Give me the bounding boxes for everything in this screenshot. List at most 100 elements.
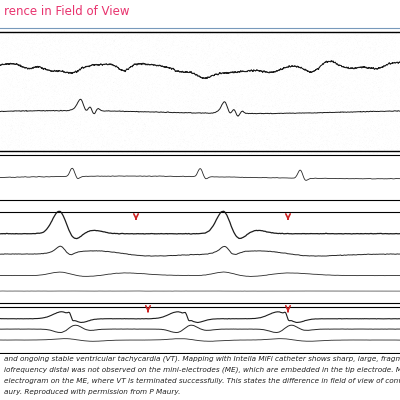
Point (364, 143, 370, 150)
Point (392, 76, 398, 82)
Point (130, 66, 137, 73)
Point (19, 37, 26, 43)
Point (195, 88, 201, 94)
Point (387, 46, 394, 52)
Point (323, 132, 330, 139)
Point (328, 104, 334, 111)
Point (235, 124, 242, 130)
Point (206, 89, 212, 95)
Point (212, 60, 219, 67)
Point (99, 33, 106, 39)
Point (180, 56, 186, 62)
Point (145, 135, 152, 141)
Point (338, 40, 344, 46)
Point (2, 137, 8, 144)
Point (220, 86, 226, 93)
Point (374, 88, 381, 95)
Point (326, 138, 332, 144)
Point (371, 47, 378, 53)
Point (326, 79, 332, 85)
Point (282, 78, 289, 84)
Point (243, 48, 249, 55)
Point (244, 40, 250, 46)
Point (85, 37, 92, 43)
Point (77, 79, 83, 86)
Point (163, 60, 169, 66)
Point (68, 42, 74, 49)
Point (136, 31, 142, 38)
Point (77, 57, 83, 63)
Point (8, 106, 15, 112)
Point (32, 35, 39, 42)
Point (104, 42, 110, 48)
Point (206, 38, 213, 44)
Point (180, 116, 186, 122)
Point (12, 129, 18, 136)
Point (170, 111, 177, 117)
Point (168, 43, 174, 49)
Point (288, 35, 294, 41)
Point (225, 120, 232, 127)
Point (231, 86, 238, 93)
Point (42, 132, 48, 138)
Point (106, 135, 113, 141)
Point (292, 61, 299, 67)
Point (368, 70, 375, 77)
Point (342, 147, 349, 153)
Point (23, 97, 30, 103)
Point (290, 81, 296, 88)
Point (356, 149, 363, 155)
Point (19, 84, 25, 91)
Point (146, 127, 152, 133)
Point (96, 29, 102, 36)
Point (281, 90, 287, 96)
Point (345, 89, 351, 96)
Point (64, 137, 70, 144)
Point (2, 85, 9, 91)
Point (352, 31, 359, 38)
Point (9, 75, 15, 82)
Text: electrogram on the ME, where VT is terminated successfully. This states the diff: electrogram on the ME, where VT is termi… (4, 378, 400, 384)
Point (171, 146, 178, 153)
Point (121, 138, 127, 144)
Point (150, 76, 156, 82)
Point (210, 100, 216, 106)
Point (377, 114, 383, 120)
Point (154, 58, 160, 64)
Point (204, 62, 211, 68)
Point (119, 34, 126, 40)
Point (166, 77, 172, 84)
Point (333, 82, 340, 88)
Point (371, 78, 378, 84)
Point (179, 102, 185, 109)
Point (88, 128, 94, 134)
Point (23, 78, 30, 84)
Point (315, 127, 322, 133)
Point (49, 136, 56, 142)
Point (244, 146, 251, 153)
Point (340, 96, 346, 102)
Point (32, 121, 38, 128)
Point (6, 31, 12, 38)
Point (278, 34, 285, 40)
Point (344, 102, 350, 108)
Point (324, 81, 330, 87)
Point (212, 109, 218, 116)
Point (70, 122, 76, 128)
Point (396, 89, 400, 96)
Point (282, 113, 288, 120)
Point (296, 49, 303, 55)
Point (119, 110, 126, 117)
Point (205, 53, 211, 60)
Point (346, 116, 353, 122)
Point (288, 144, 295, 150)
Point (239, 147, 245, 153)
Point (168, 131, 174, 137)
Point (271, 82, 278, 88)
Point (91, 41, 97, 48)
Point (133, 50, 140, 56)
Point (217, 80, 223, 86)
Point (15, 47, 21, 53)
Point (273, 51, 279, 57)
Point (105, 78, 112, 84)
